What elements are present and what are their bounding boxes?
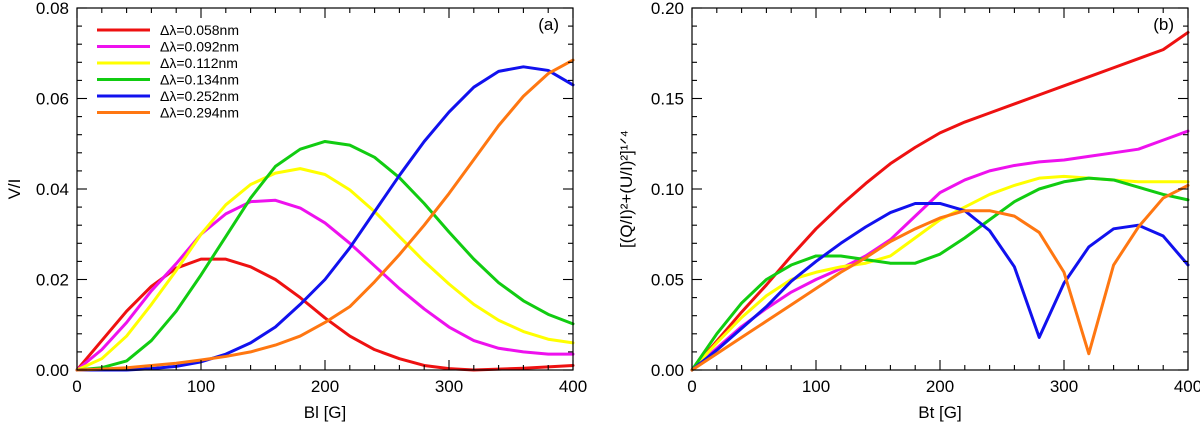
series-line-a-1 [75, 257, 575, 372]
y-tick-label-b: 0.05 [651, 271, 684, 290]
series-group-b [690, 30, 1190, 372]
x-axis-label-b: Bt [G] [918, 403, 961, 422]
legend: Δλ=0.058nmΔλ=0.092nmΔλ=0.112nmΔλ=0.134nm… [97, 22, 239, 121]
panel-label-b: (b) [1153, 15, 1174, 34]
y-tick-label-b: 0.00 [651, 361, 684, 380]
x-tick-label-b: 200 [926, 377, 954, 396]
y-axis-label-a: V/I [5, 179, 24, 200]
series-line-b-3 [690, 174, 1190, 372]
series-line-a-2 [75, 198, 575, 372]
x-tick-label-a: 100 [187, 377, 215, 396]
panel-a: 0 100 200 300 400 0.00 0.02 0.04 0.06 0.08 Bl [G] V… [5, 0, 587, 422]
series-line-b-6 [690, 183, 1190, 372]
series-line-a-5 [75, 65, 575, 372]
x-tick-label-b: 300 [1050, 377, 1078, 396]
legend-label-1: Δλ=0.058nm [160, 22, 239, 38]
plot-frame-b [691, 7, 1189, 371]
y-tick-label-a: 0.00 [36, 361, 69, 380]
y-tick-label-a: 0.06 [36, 90, 69, 109]
legend-label-4: Δλ=0.134nm [160, 72, 239, 88]
y-tick-label-b: 0.10 [651, 180, 684, 199]
x-tick-label-b: 400 [1174, 377, 1200, 396]
x-tick-label-b: 0 [687, 377, 696, 396]
y-tick-label-a: 0.02 [36, 271, 69, 290]
series-line-b-4 [690, 176, 1190, 372]
plot-frame-a [76, 7, 574, 371]
x-tick-label-a: 400 [559, 377, 587, 396]
series-line-a-3 [75, 167, 575, 372]
series-line-b-2 [690, 129, 1190, 372]
x-tick-label-b: 100 [802, 377, 830, 396]
panel-b: 0 100 200 300 400 0.00 0.05 0.10 0.15 0.20 Bt [G] [… [617, 0, 1200, 422]
series-group-a [75, 58, 575, 372]
legend-label-3: Δλ=0.112nm [160, 55, 238, 71]
x-axis-label-a: Bl [G] [304, 403, 347, 422]
legend-label-5: Δλ=0.252nm [160, 88, 239, 104]
y-tick-label-b: 0.20 [651, 0, 684, 18]
panel-label-a: (a) [538, 15, 559, 34]
y-tick-label-a: 0.04 [36, 180, 69, 199]
y-tick-label-b: 0.15 [651, 90, 684, 109]
legend-label-2: Δλ=0.092nm [160, 39, 239, 55]
legend-label-6: Δλ=0.294nm [160, 105, 239, 121]
series-line-a-6 [75, 58, 575, 372]
x-tick-label-a: 200 [311, 377, 339, 396]
x-tick-label-a: 300 [435, 377, 463, 396]
y-tick-label-a: 0.08 [36, 0, 69, 18]
x-tick-label-a: 0 [72, 377, 81, 396]
y-axis-label-b: [(Q/I)²+(U/I)²]¹ᐟ⁴ [617, 130, 636, 248]
series-line-b-5 [690, 201, 1190, 372]
series-line-a-4 [75, 139, 575, 372]
